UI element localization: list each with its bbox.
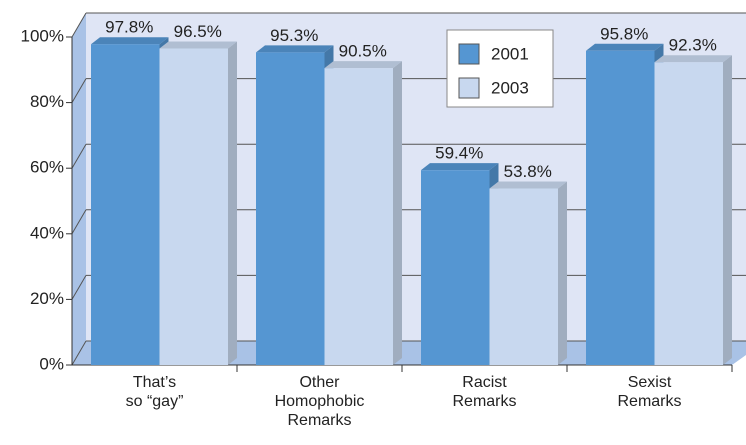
data-label: 96.5% xyxy=(174,22,222,41)
grid-line xyxy=(71,209,87,235)
data-label: 95.8% xyxy=(600,24,648,43)
data-label: 97.8% xyxy=(105,18,153,37)
bar-top xyxy=(586,43,664,51)
data-label: 53.8% xyxy=(504,162,552,181)
bar-side xyxy=(393,61,402,365)
bar xyxy=(421,170,490,365)
bar-top xyxy=(324,61,402,69)
bar xyxy=(489,188,558,365)
legend-swatch xyxy=(458,77,480,99)
y-tick-label: 60% xyxy=(30,158,64,177)
grid-line xyxy=(71,275,87,300)
data-label: 92.3% xyxy=(669,36,717,55)
y-tick-label: 80% xyxy=(30,92,64,111)
x-tick-label: Other Homophobic Remarks xyxy=(274,374,365,429)
bar-top xyxy=(159,41,237,49)
bar xyxy=(654,62,723,365)
left-wall xyxy=(72,13,86,365)
bar-top xyxy=(489,181,567,189)
data-label: 90.5% xyxy=(339,42,387,61)
bar-top xyxy=(256,45,334,53)
y-tick-label: 40% xyxy=(30,223,64,242)
grid-line xyxy=(71,340,87,366)
y-tick-label: 20% xyxy=(30,289,64,308)
bar xyxy=(159,48,228,365)
grid-line xyxy=(71,78,87,103)
bar-side xyxy=(228,41,237,365)
y-tick-label: 0% xyxy=(39,354,64,373)
bar-side xyxy=(723,55,732,365)
grid-line xyxy=(71,143,87,169)
legend-label: 2003 xyxy=(491,78,529,97)
bar xyxy=(324,68,393,365)
data-label: 59.4% xyxy=(435,144,483,163)
data-label: 95.3% xyxy=(270,26,318,45)
bar-top xyxy=(654,55,732,63)
floor xyxy=(72,341,746,365)
legend-label: 2001 xyxy=(491,44,529,63)
bar-top xyxy=(421,163,499,171)
x-tick-label: Racist Remarks xyxy=(452,374,517,410)
bar xyxy=(586,50,655,365)
x-tick-label: That’s so “gay” xyxy=(125,374,184,410)
bar xyxy=(256,52,325,365)
bar xyxy=(91,44,160,365)
legend-swatch xyxy=(458,43,480,65)
bar-top xyxy=(91,37,169,45)
bar-side xyxy=(558,181,567,365)
x-tick-label: Sexist Remarks xyxy=(617,374,682,410)
y-tick-label: 100% xyxy=(21,26,64,45)
grid-line xyxy=(71,12,87,38)
